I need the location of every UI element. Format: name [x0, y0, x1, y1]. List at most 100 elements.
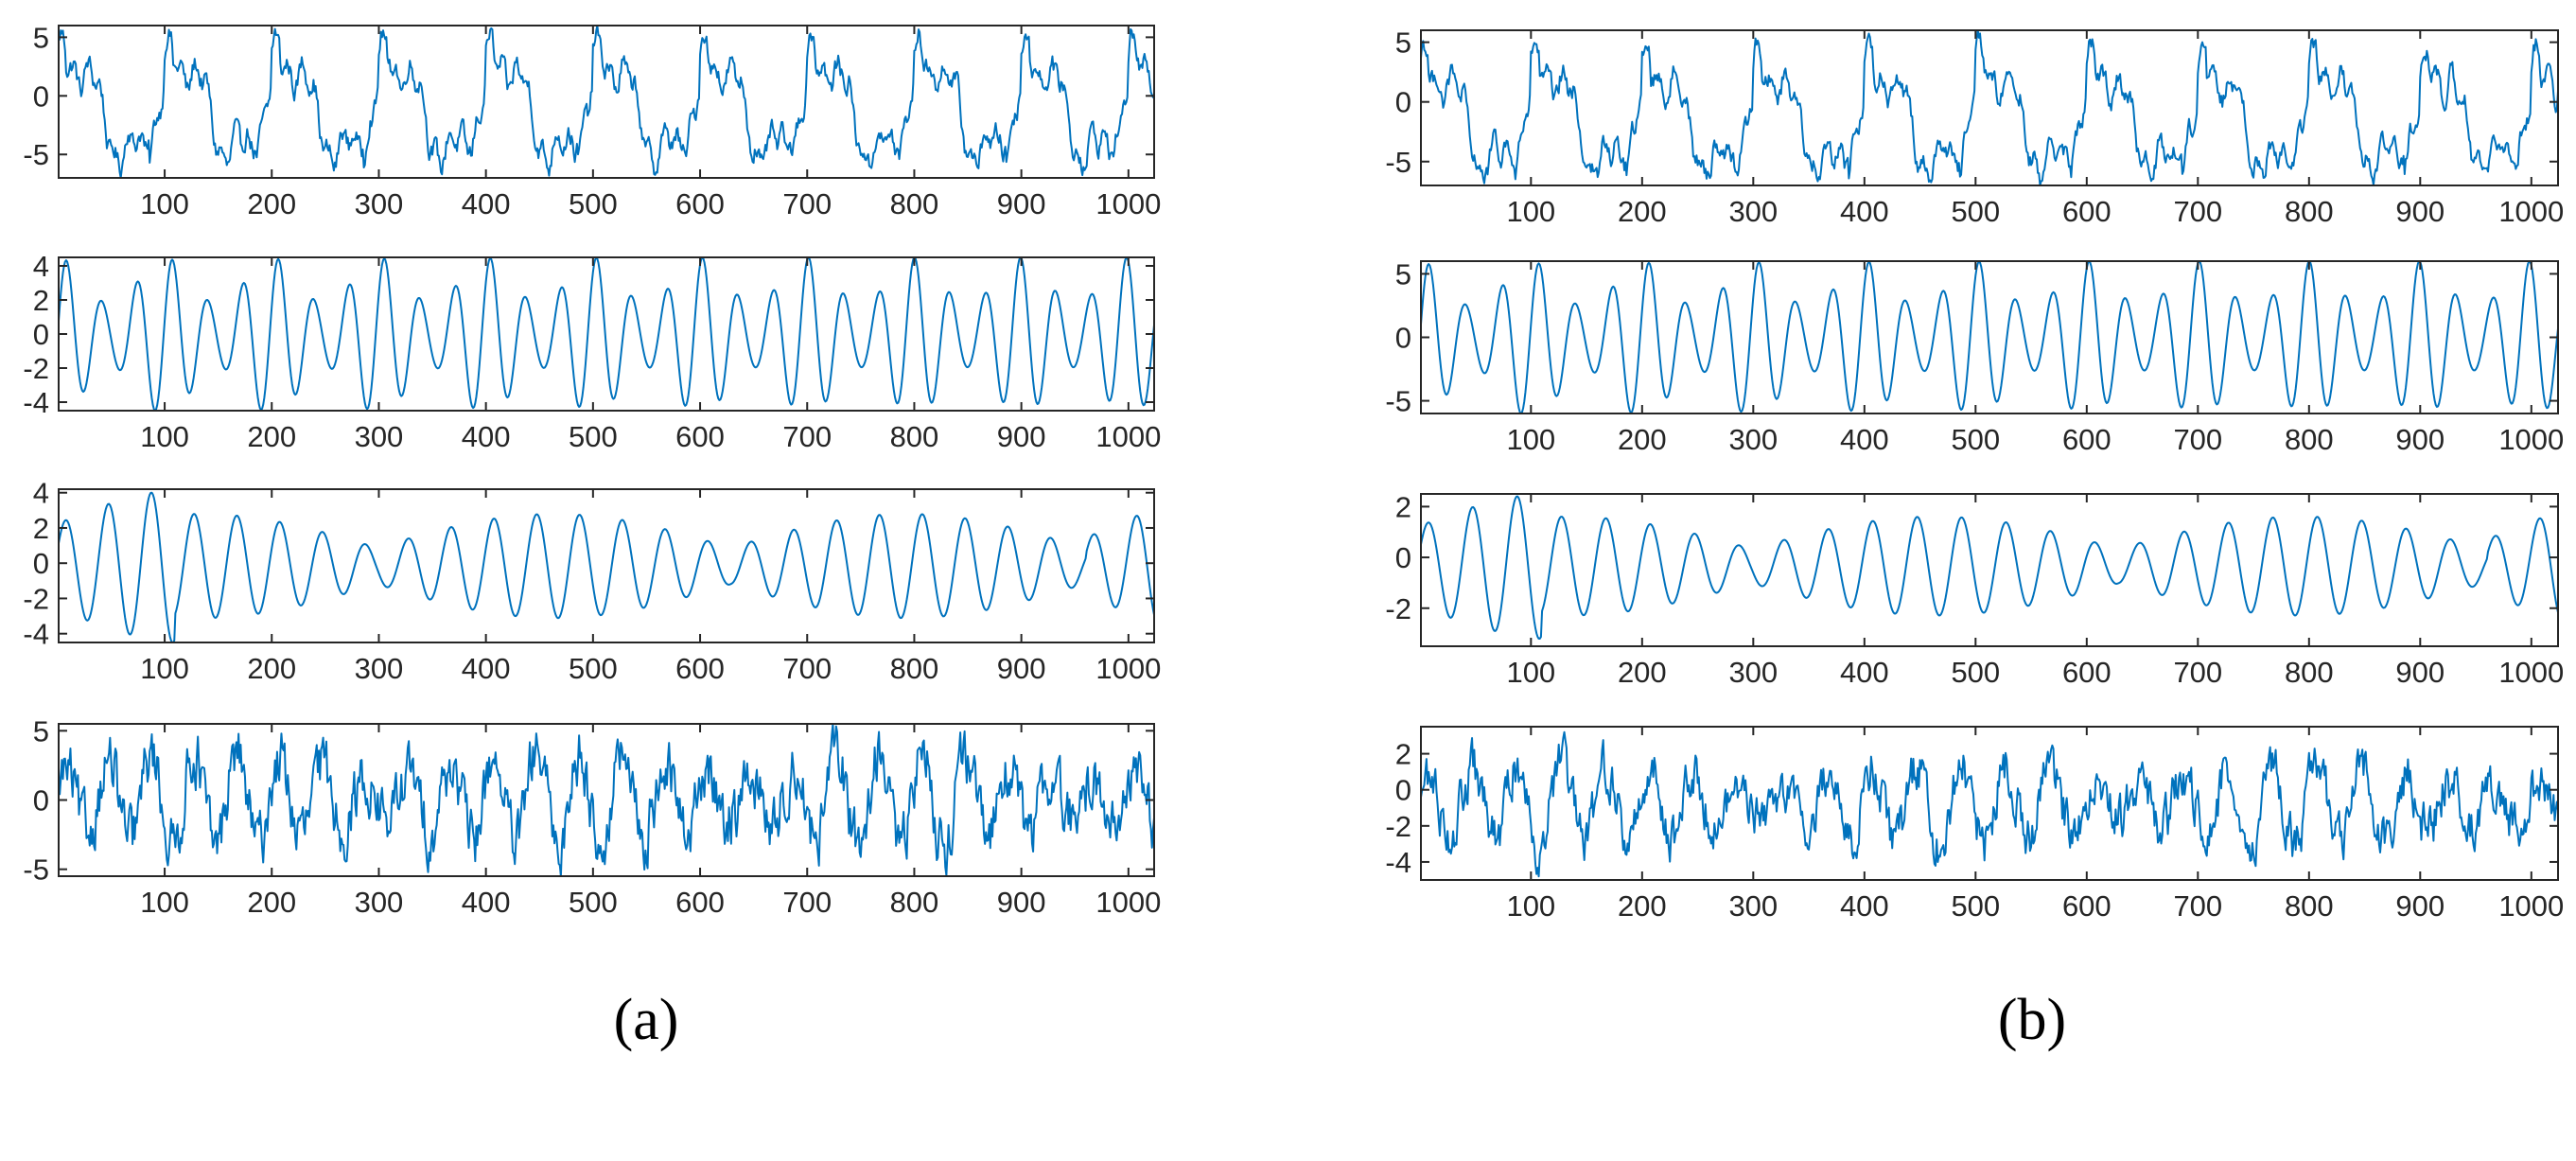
x-tick-label: 1000 [1095, 652, 1161, 685]
x-tick-label: 1000 [1095, 187, 1161, 220]
x-tick-label: 400 [1840, 889, 1889, 923]
x-tick-label: 700 [782, 187, 832, 220]
y-tick-label: -2 [23, 582, 49, 615]
x-tick-label: 300 [355, 420, 404, 453]
x-tick-label: 200 [1618, 423, 1667, 456]
y-tick-label: 5 [1395, 257, 1411, 290]
y-tick-label: 0 [1395, 86, 1411, 119]
x-tick-label: 300 [1728, 889, 1778, 923]
subplot-a4: 100 200 300 400 500 600 700 800 900 1000 -5 0 5 [23, 714, 1161, 919]
axes-frame-b2 [1420, 260, 2559, 414]
panel-label-a: (a) [614, 988, 679, 1052]
series-line-b2 [1421, 261, 2558, 413]
y-tick-label: -4 [23, 618, 49, 651]
x-tick-label: 1000 [2498, 195, 2564, 228]
y-tick-label: 5 [33, 714, 49, 748]
x-tick-label: 300 [355, 886, 404, 919]
x-tick-label: 300 [355, 652, 404, 685]
x-tick-label: 400 [1840, 423, 1889, 456]
y-tick-label: 4 [33, 250, 49, 283]
y-tick-label: -5 [23, 853, 49, 887]
x-tick-label: 1000 [2498, 423, 2564, 456]
x-tick-label: 700 [2173, 195, 2222, 228]
x-tick-label: 700 [782, 886, 832, 919]
x-tick-label: 100 [1506, 889, 1555, 923]
x-tick-label: 400 [1840, 195, 1889, 228]
x-tick-label: 900 [2395, 195, 2445, 228]
subplot-a1: 100 200 300 400 500 600 700 800 900 1000 -5 0 5 [23, 21, 1161, 220]
axes-frame-b3 [1420, 493, 2559, 647]
x-tick-label: 800 [2285, 423, 2334, 456]
x-tick-label: 1000 [2498, 889, 2564, 923]
x-tick-label: 800 [890, 886, 939, 919]
x-tick-label: 100 [1506, 423, 1555, 456]
y-tick-label: -5 [23, 138, 49, 171]
x-tick-label: 1000 [1095, 420, 1161, 453]
series-line-b3 [1421, 495, 2558, 640]
x-tick-label: 900 [997, 420, 1046, 453]
x-tick-label: 400 [462, 187, 511, 220]
y-tick-label: 0 [33, 79, 49, 113]
axes-frame-b1 [1420, 29, 2559, 186]
x-tick-label: 100 [1506, 195, 1555, 228]
x-tick-label: 800 [890, 420, 939, 453]
y-tick-label: 2 [33, 512, 49, 545]
x-tick-label: 900 [997, 652, 1046, 685]
x-tick-label: 500 [1951, 423, 2000, 456]
x-tick-label: 100 [140, 187, 189, 220]
series-line-a3 [59, 491, 1154, 642]
x-tick-label: 600 [675, 187, 725, 220]
x-tick-label: 500 [569, 187, 618, 220]
x-tick-label: 800 [2285, 195, 2334, 228]
x-tick-label: 500 [1951, 889, 2000, 923]
y-tick-label: 0 [1395, 541, 1411, 574]
x-tick-label: 600 [2062, 656, 2112, 689]
x-tick-label: 800 [2285, 656, 2334, 689]
series-line-a4 [59, 724, 1154, 876]
x-tick-label: 1000 [2498, 656, 2564, 689]
x-tick-label: 200 [247, 420, 296, 453]
x-tick-label: 900 [2395, 889, 2445, 923]
y-tick-label: 2 [1395, 490, 1411, 523]
x-tick-label: 700 [782, 652, 832, 685]
x-tick-label: 200 [247, 187, 296, 220]
x-tick-label: 800 [890, 652, 939, 685]
y-tick-label: -4 [23, 386, 49, 419]
x-tick-label: 900 [2395, 656, 2445, 689]
x-tick-label: 200 [247, 886, 296, 919]
x-tick-label: 100 [1506, 656, 1555, 689]
x-tick-label: 900 [997, 187, 1046, 220]
subplot-b2: 100 200 300 400 500 600 700 800 900 1000 -5 0 5 [1385, 257, 2564, 456]
x-tick-label: 900 [2395, 423, 2445, 456]
subplot-b1: 100 200 300 400 500 600 700 800 900 1000 -5 0 5 [1385, 26, 2564, 228]
y-tick-label: 5 [33, 21, 49, 54]
y-tick-label: -4 [1385, 846, 1411, 879]
y-tick-label: 0 [1395, 774, 1411, 807]
x-tick-label: 700 [2173, 889, 2222, 923]
x-tick-label: 800 [2285, 889, 2334, 923]
x-tick-label: 600 [675, 886, 725, 919]
x-tick-label: 100 [140, 420, 189, 453]
x-tick-label: 700 [782, 420, 832, 453]
series-line-b4 [1421, 730, 2558, 878]
y-tick-label: -2 [1385, 592, 1411, 625]
x-tick-label: 900 [997, 886, 1046, 919]
x-tick-label: 600 [2062, 889, 2112, 923]
x-tick-label: 200 [247, 652, 296, 685]
y-tick-label: -2 [23, 352, 49, 385]
y-tick-label: 0 [33, 784, 49, 818]
x-tick-label: 500 [1951, 195, 2000, 228]
x-tick-label: 400 [462, 420, 511, 453]
y-tick-label: -2 [1385, 810, 1411, 843]
axes-frame-a1 [58, 25, 1155, 179]
x-tick-label: 100 [140, 652, 189, 685]
axes-frame-b4 [1420, 726, 2559, 881]
x-tick-label: 500 [1951, 656, 2000, 689]
y-tick-label: 2 [1395, 738, 1411, 771]
x-tick-label: 500 [569, 420, 618, 453]
panel-label-b: (b) [1998, 988, 2066, 1052]
x-tick-label: 600 [675, 420, 725, 453]
y-tick-label: -5 [1385, 146, 1411, 179]
